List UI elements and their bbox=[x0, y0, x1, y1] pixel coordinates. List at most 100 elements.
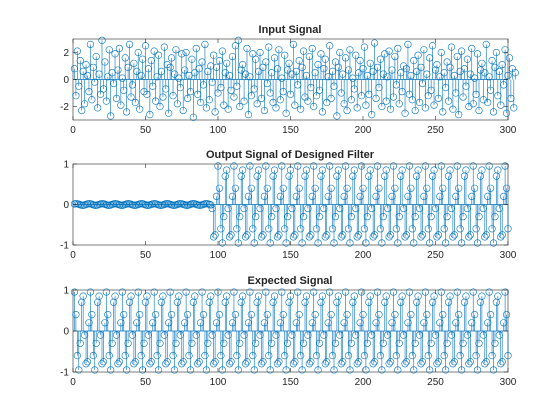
stem-marker bbox=[152, 97, 160, 105]
stem-marker bbox=[350, 85, 358, 93]
stem-marker bbox=[95, 292, 103, 300]
stem-marker bbox=[379, 339, 387, 347]
stem-marker bbox=[218, 366, 226, 374]
stem-marker bbox=[133, 319, 141, 327]
stem-marker bbox=[156, 102, 164, 111]
stem-marker bbox=[288, 204, 296, 213]
stem-marker bbox=[408, 225, 416, 233]
stem-marker bbox=[487, 311, 495, 319]
stem-marker bbox=[455, 110, 463, 119]
stem-marker bbox=[342, 288, 350, 296]
stem-marker bbox=[366, 59, 374, 67]
stem-marker bbox=[265, 225, 273, 233]
stem-marker bbox=[411, 106, 419, 115]
stem-marker bbox=[256, 331, 264, 339]
stem-marker bbox=[250, 85, 258, 93]
stem-marker bbox=[211, 358, 219, 366]
stem-marker bbox=[431, 331, 440, 339]
stem-marker bbox=[489, 366, 498, 374]
x-tick-label: 250 bbox=[427, 377, 444, 388]
stem-marker bbox=[365, 90, 373, 98]
stem-marker bbox=[381, 50, 389, 58]
stem-marker bbox=[72, 311, 80, 319]
stem-marker bbox=[130, 59, 138, 67]
axes-input-signal: Input Signal 0 50 100 150 200 250 300 -2 0 2 bbox=[60, 24, 519, 136]
stem-marker bbox=[101, 58, 109, 66]
stem-marker bbox=[384, 204, 392, 213]
stem-marker bbox=[281, 352, 289, 360]
stem-marker bbox=[444, 97, 453, 105]
stem-marker bbox=[104, 73, 112, 81]
stem-marker bbox=[118, 74, 126, 82]
stem-marker bbox=[494, 166, 502, 174]
stem-marker bbox=[150, 47, 158, 55]
stem-marker bbox=[107, 112, 115, 120]
chart-title: Expected Signal bbox=[248, 275, 333, 287]
stem-marker bbox=[192, 200, 200, 208]
stem-marker bbox=[304, 97, 312, 105]
stem-marker bbox=[342, 162, 350, 170]
stem-marker bbox=[314, 61, 322, 69]
stem-marker bbox=[479, 96, 487, 104]
stem-marker bbox=[304, 204, 312, 213]
stem-marker bbox=[449, 105, 457, 113]
stem-marker bbox=[223, 292, 231, 300]
stem-marker bbox=[220, 213, 228, 221]
stem-marker bbox=[373, 288, 382, 296]
stem-marker bbox=[198, 201, 206, 209]
stem-marker bbox=[373, 63, 382, 71]
stem-series bbox=[70, 36, 519, 121]
stem-marker bbox=[76, 339, 84, 347]
stem-marker bbox=[401, 233, 409, 241]
x-tick-label: 0 bbox=[70, 125, 76, 136]
stem-marker bbox=[185, 71, 193, 80]
stem-marker bbox=[217, 352, 225, 360]
stem-marker bbox=[449, 233, 457, 241]
stem-marker bbox=[315, 339, 324, 347]
stem-marker bbox=[273, 65, 282, 73]
stem-marker bbox=[440, 69, 448, 77]
stem-marker bbox=[162, 360, 170, 368]
stem-marker bbox=[301, 93, 309, 101]
stem-marker bbox=[140, 339, 148, 347]
stem-marker bbox=[192, 44, 200, 53]
stem-marker bbox=[468, 319, 476, 327]
stem-marker bbox=[181, 66, 189, 74]
stem-marker bbox=[153, 73, 161, 81]
stem-marker bbox=[252, 339, 260, 347]
stem-marker bbox=[356, 56, 364, 65]
stem-marker bbox=[120, 86, 128, 94]
stem-marker bbox=[471, 311, 479, 319]
stem-marker bbox=[420, 319, 428, 327]
stem-marker bbox=[436, 192, 444, 200]
stem-marker bbox=[166, 288, 174, 296]
stem-marker bbox=[220, 101, 228, 109]
stem-marker bbox=[372, 94, 380, 102]
stem-marker bbox=[166, 200, 174, 208]
stem-marker bbox=[188, 339, 196, 347]
stem-marker bbox=[398, 88, 406, 96]
stem-marker bbox=[243, 44, 251, 53]
stem-marker bbox=[118, 288, 126, 296]
stem-marker bbox=[114, 66, 122, 74]
stem-marker bbox=[321, 233, 329, 241]
stem-marker bbox=[207, 62, 215, 70]
stem-marker bbox=[330, 366, 338, 374]
stem-marker bbox=[453, 52, 461, 61]
stem-marker bbox=[372, 319, 380, 327]
stem-marker bbox=[199, 311, 208, 319]
stem-marker bbox=[417, 233, 425, 241]
stem-marker bbox=[176, 331, 184, 339]
y-tick-label: -1 bbox=[60, 368, 69, 379]
stem-marker bbox=[73, 352, 81, 360]
stem-marker bbox=[147, 56, 155, 65]
stem-marker bbox=[146, 201, 154, 209]
stem-marker bbox=[434, 231, 443, 239]
stem-marker bbox=[92, 339, 100, 347]
stem-marker bbox=[163, 358, 171, 366]
y-tick-label: 0 bbox=[63, 75, 69, 86]
stem-marker bbox=[311, 184, 319, 192]
stem-marker bbox=[437, 162, 445, 170]
stem-marker bbox=[262, 58, 270, 66]
stem-marker bbox=[459, 93, 467, 101]
